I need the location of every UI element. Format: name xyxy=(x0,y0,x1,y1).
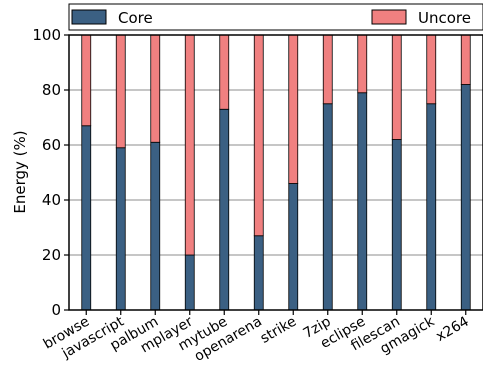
bar-core-mytube xyxy=(219,108,230,311)
legend-label-uncore: Uncore xyxy=(418,9,471,27)
y-tick-label: 0 xyxy=(51,301,61,319)
legend-box xyxy=(68,3,483,31)
legend: Core Uncore xyxy=(68,3,483,31)
bar-uncore-palbum xyxy=(150,34,161,143)
bar-uncore-filescan xyxy=(391,34,402,140)
bar-core-palbum xyxy=(150,141,161,311)
y-tick-label: 80 xyxy=(42,81,61,99)
bar-uncore-javascript xyxy=(115,34,126,149)
x-axis: browsejavascriptpalbummplayermytubeopena… xyxy=(41,310,472,365)
bar-uncore-gmagick xyxy=(426,34,437,105)
bar-core-eclipse xyxy=(357,92,368,311)
y-tick-label: 20 xyxy=(42,246,61,264)
bar-core-7zip xyxy=(322,103,333,311)
bars xyxy=(81,34,471,311)
y-axis: 0 20 40 60 80 100 xyxy=(32,26,69,319)
bar-uncore-7zip xyxy=(322,34,333,105)
bar-core-javascript xyxy=(115,147,126,311)
x-tick-label: strike xyxy=(258,314,299,347)
bar-core-openarena xyxy=(253,235,264,311)
bar-uncore-x264 xyxy=(460,34,471,85)
bar-core-browse xyxy=(81,125,92,311)
legend-label-core: Core xyxy=(118,9,153,27)
bar-core-mplayer xyxy=(184,254,195,311)
bar-uncore-browse xyxy=(81,34,92,127)
bar-core-filescan xyxy=(391,139,402,311)
bar-uncore-openarena xyxy=(253,34,264,237)
bar-uncore-mytube xyxy=(219,34,230,110)
y-axis-label: Energy (%) xyxy=(11,130,29,213)
y-tick-label: 100 xyxy=(32,26,61,44)
grid-lines xyxy=(69,89,483,256)
bar-uncore-strike xyxy=(288,34,299,184)
bar-uncore-mplayer xyxy=(184,34,195,256)
y-tick-label: 40 xyxy=(42,191,61,209)
legend-swatch-uncore xyxy=(371,9,407,25)
legend-swatch-core xyxy=(71,9,107,25)
plot-frame xyxy=(68,34,483,311)
bar-core-strike xyxy=(288,183,299,311)
bar-core-gmagick xyxy=(426,103,437,311)
bar-core-x264 xyxy=(460,84,471,311)
y-tick-label: 60 xyxy=(42,136,61,154)
bar-uncore-eclipse xyxy=(357,34,368,94)
x-tick-label: x264 xyxy=(433,314,471,345)
